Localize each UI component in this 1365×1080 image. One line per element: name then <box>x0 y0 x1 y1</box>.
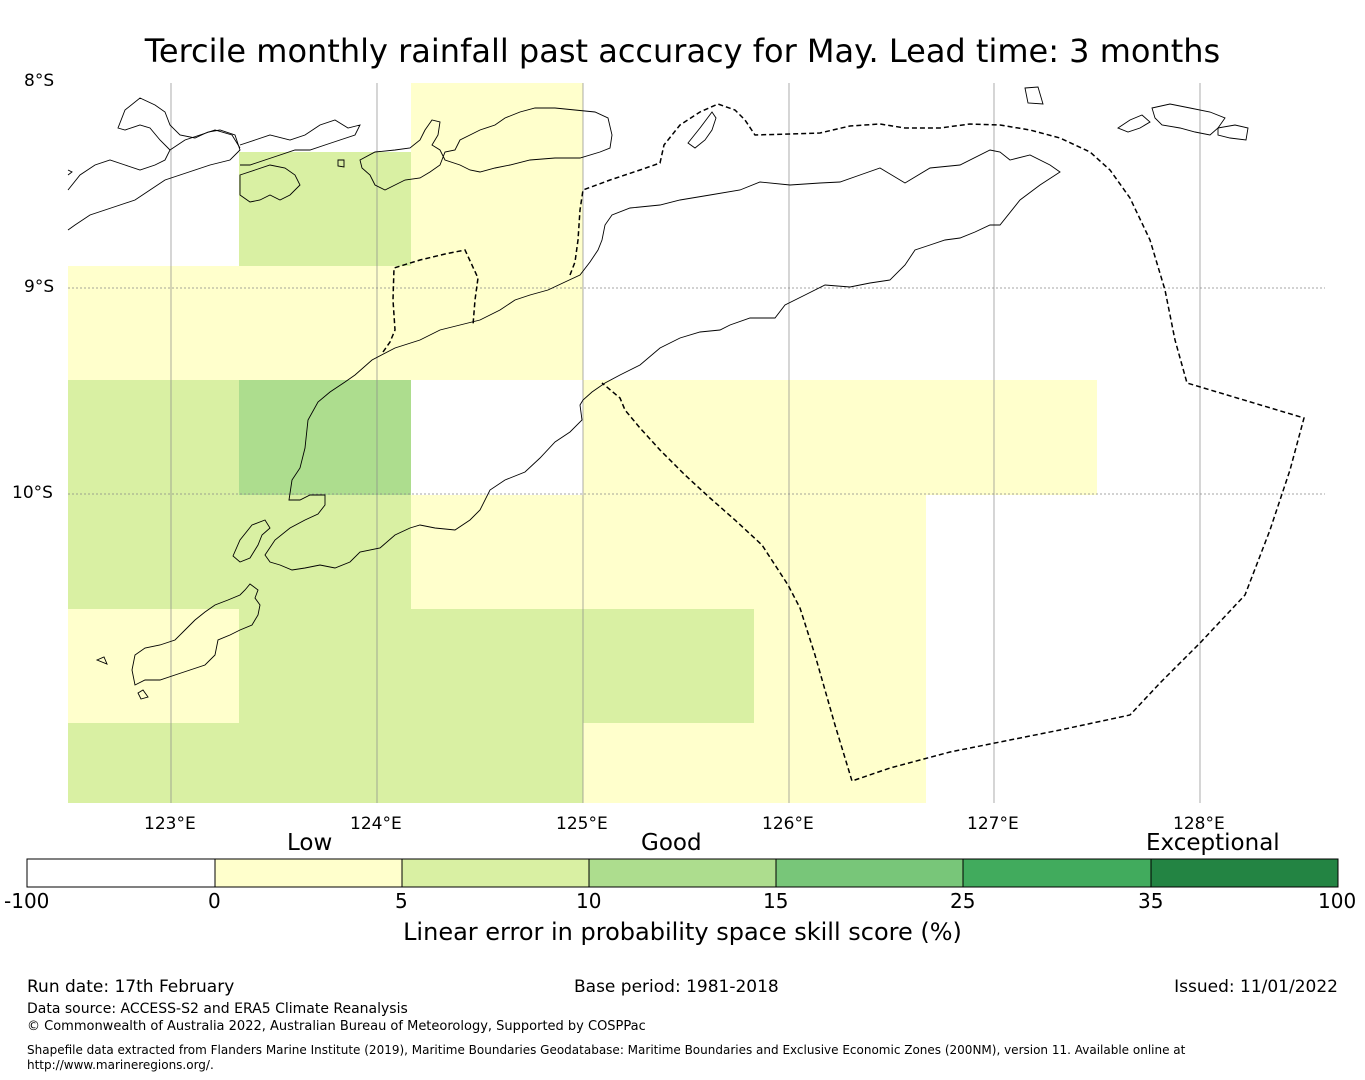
island-coastline <box>239 119 361 166</box>
lon-label-124e: 124°E <box>350 814 402 834</box>
skill-score-map <box>67 83 1325 803</box>
shapefile-url: http://www.marineregions.org/. <box>27 1058 214 1072</box>
colorbar-tick: 5 <box>395 889 408 913</box>
timor-leste-eez-boundary <box>569 103 1305 782</box>
grid-cell <box>68 609 239 723</box>
map-title: Tercile monthly rainfall past accuracy f… <box>144 32 1221 70</box>
island-coastline <box>239 164 301 203</box>
alor-coastline <box>359 107 613 191</box>
island-coastline <box>137 689 149 700</box>
island-coastline <box>67 169 73 176</box>
colorbar-tick: 100 <box>1318 889 1357 913</box>
grid-cell <box>68 380 239 495</box>
base-period: Base period: 1981-2018 <box>574 977 779 997</box>
colorbar-segment <box>776 859 963 887</box>
grid-cell <box>583 380 1097 495</box>
colorbar-label: Linear error in probability space skill … <box>403 918 962 946</box>
island-coastline <box>1217 124 1249 141</box>
shapefile-credit: Shapefile data extracted from Flanders M… <box>27 1043 1186 1057</box>
lat-label-8s: 8°S <box>24 71 55 91</box>
lon-label-126e: 126°E <box>762 814 814 834</box>
flores-coastline <box>67 97 241 231</box>
lon-label-128e: 128°E <box>1173 814 1225 834</box>
category-exceptional: Exceptional <box>1146 830 1280 856</box>
grid-cell <box>239 152 411 266</box>
grid-cell <box>239 380 411 495</box>
colorbar-segment <box>402 859 589 887</box>
colorbar-tick: 25 <box>950 889 976 913</box>
skill-grid <box>68 83 1097 803</box>
colorbar-segment <box>963 859 1151 887</box>
island-coastline <box>1117 114 1151 133</box>
issued-date: Issued: 11/01/2022 <box>1174 977 1338 997</box>
colorbar <box>26 858 1339 888</box>
copyright: © Commonwealth of Australia 2022, Austra… <box>27 1019 646 1034</box>
grid-cell <box>583 723 926 803</box>
data-source: Data source: ACCESS-S2 and ERA5 Climate … <box>27 1001 408 1017</box>
grid-cell <box>754 609 926 723</box>
rote-coastline <box>232 519 271 563</box>
category-low: Low <box>287 830 333 856</box>
island-coastline <box>1024 86 1044 105</box>
island-coastline <box>131 583 261 686</box>
grid-cell <box>411 152 583 266</box>
coastlines <box>67 86 1249 700</box>
lon-label-127e: 127°E <box>967 814 1019 834</box>
colorbar-segment <box>215 859 402 887</box>
grid-cell <box>68 723 583 803</box>
colorbar-segment <box>1151 859 1338 887</box>
island-coastline <box>95 656 108 665</box>
lat-label-10s: 10°S <box>12 483 53 503</box>
eez-boundaries <box>382 103 1305 782</box>
grid-cell <box>239 609 583 723</box>
island-coastline <box>337 159 345 168</box>
grid-cell <box>583 609 754 723</box>
colorbar-tick: 0 <box>208 889 221 913</box>
timor-coastline <box>264 149 1061 571</box>
island-coastline <box>169 129 241 151</box>
grid-cell <box>411 83 583 152</box>
grid-cell <box>411 495 926 609</box>
grid-cell <box>68 266 583 380</box>
colorbar-segment <box>589 859 776 887</box>
colorbar-tick: 15 <box>763 889 789 913</box>
lat-label-9s: 9°S <box>24 277 55 297</box>
island-coastline <box>1151 103 1226 136</box>
graticule <box>68 83 1325 803</box>
oecusse-boundary <box>382 249 479 353</box>
colorbar-segment <box>27 859 215 887</box>
category-good: Good <box>641 830 702 856</box>
run-date: Run date: 17th February <box>27 977 235 997</box>
colorbar-tick: 35 <box>1138 889 1164 913</box>
colorbar-tick: 10 <box>576 889 602 913</box>
island-coastline <box>687 111 717 149</box>
grid-cell <box>68 495 411 609</box>
lon-label-125e: 125°E <box>556 814 608 834</box>
colorbar-tick: -100 <box>4 889 50 913</box>
lon-label-123e: 123°E <box>144 814 196 834</box>
